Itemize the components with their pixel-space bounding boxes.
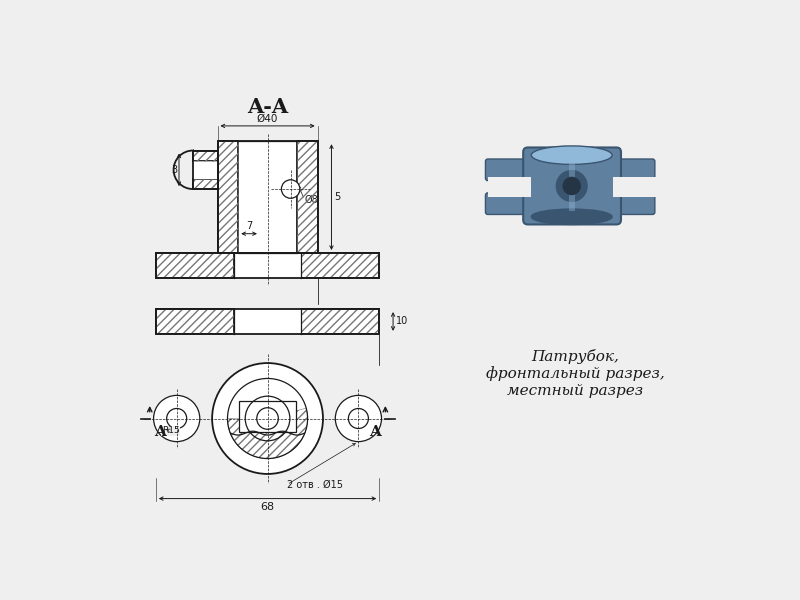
- Text: 5: 5: [334, 192, 341, 202]
- Text: Ø10: Ø10: [272, 420, 290, 429]
- Bar: [301, 253, 379, 278]
- FancyBboxPatch shape: [610, 193, 655, 214]
- Text: R4: R4: [270, 430, 282, 439]
- Bar: [488, 177, 531, 197]
- Bar: [156, 309, 234, 334]
- FancyBboxPatch shape: [486, 193, 534, 214]
- Bar: [193, 151, 218, 161]
- Bar: [297, 141, 318, 253]
- Circle shape: [212, 363, 323, 474]
- Text: 2 отв . Ø15: 2 отв . Ø15: [287, 480, 343, 490]
- Bar: [218, 141, 238, 253]
- Bar: [156, 253, 379, 278]
- FancyBboxPatch shape: [486, 159, 534, 181]
- Circle shape: [154, 395, 200, 442]
- Bar: [613, 177, 656, 197]
- Circle shape: [166, 409, 186, 428]
- Text: Патрубок,
фронтальный разрез,
местный разрез: Патрубок, фронтальный разрез, местный ра…: [486, 349, 665, 398]
- Bar: [234, 309, 301, 334]
- Bar: [156, 253, 234, 278]
- Ellipse shape: [531, 209, 612, 224]
- Bar: [301, 253, 379, 278]
- Bar: [239, 401, 296, 431]
- Text: 3: 3: [171, 165, 178, 175]
- Text: 7: 7: [246, 221, 252, 230]
- Circle shape: [349, 409, 369, 428]
- Text: A: A: [369, 425, 381, 439]
- Text: Ø8: Ø8: [305, 195, 318, 205]
- Text: 68: 68: [261, 502, 274, 512]
- Bar: [193, 179, 218, 189]
- Text: A-A: A-A: [247, 97, 288, 116]
- Bar: [301, 309, 379, 334]
- Wedge shape: [227, 408, 307, 458]
- Circle shape: [556, 170, 587, 202]
- Bar: [218, 141, 318, 253]
- FancyBboxPatch shape: [523, 148, 621, 224]
- Bar: [218, 141, 238, 253]
- FancyBboxPatch shape: [610, 159, 655, 181]
- Circle shape: [282, 180, 300, 198]
- Text: A: A: [154, 425, 166, 439]
- Text: 10: 10: [396, 316, 408, 326]
- Bar: [156, 309, 234, 334]
- Text: Ø40: Ø40: [257, 113, 278, 124]
- Bar: [301, 309, 379, 334]
- Circle shape: [562, 177, 581, 195]
- Bar: [156, 253, 234, 278]
- Bar: [156, 309, 379, 334]
- Bar: [193, 161, 218, 179]
- Bar: [193, 179, 218, 189]
- Bar: [234, 253, 301, 278]
- Bar: [569, 158, 574, 211]
- Bar: [193, 151, 218, 189]
- Text: R15: R15: [162, 427, 179, 436]
- Ellipse shape: [531, 146, 612, 164]
- Circle shape: [335, 395, 382, 442]
- Bar: [297, 141, 318, 253]
- Bar: [193, 151, 218, 161]
- Bar: [238, 141, 297, 253]
